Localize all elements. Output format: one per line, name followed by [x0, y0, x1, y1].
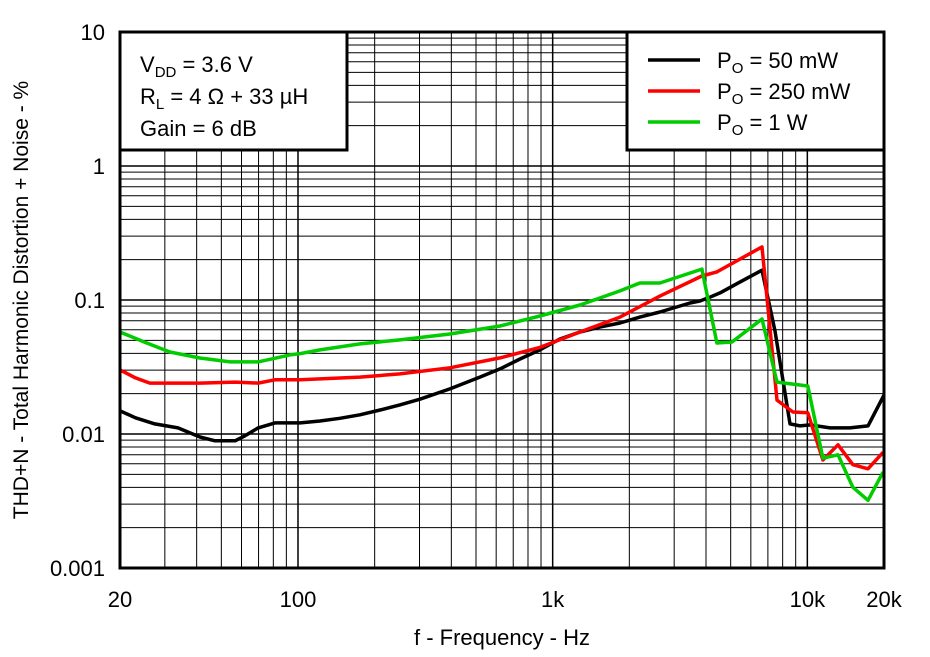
series-line-1	[119, 245, 885, 471]
y-tick-label: 0.01	[62, 422, 105, 447]
y-tick-label: 1	[93, 154, 105, 179]
y-tick-labels: 10 1 0.1 0.01 0.001	[50, 20, 105, 581]
y-tick-label: 0.1	[74, 288, 105, 313]
y-tick-label: 10	[81, 20, 105, 45]
legend-label: PO = 1 W	[717, 110, 808, 139]
plot-frame	[118, 30, 886, 570]
x-tick-label: 20k	[866, 587, 902, 612]
x-tick-label: 1k	[541, 587, 565, 612]
series-curves	[119, 245, 886, 503]
legend-label: PO = 50 mW	[717, 48, 838, 77]
condition-text: Gain = 6 dB	[140, 116, 257, 141]
conditions-box: VDD = 3.6 V RL = 4 Ω + 33 µH Gain = 6 dB	[118, 30, 349, 152]
x-tick-labels: 20 100 1k 10k 20k	[108, 587, 903, 612]
x-axis-label: f - Frequency - Hz	[414, 625, 590, 650]
x-tick-label: 10k	[790, 587, 826, 612]
x-tick-label: 100	[280, 587, 317, 612]
y-tick-label: 0.001	[50, 556, 105, 581]
y-axis-label: THD+N - Total Harmonic Distortion + Nois…	[10, 81, 33, 519]
legend-label: PO = 250 mW	[717, 79, 851, 108]
condition-text: VDD = 3.6 V	[140, 52, 253, 81]
conditions-box-frame	[118, 30, 349, 152]
series-line-0	[119, 268, 886, 443]
x-tick-label: 20	[108, 587, 132, 612]
series-line-2	[119, 267, 885, 503]
condition-text: RL = 4 Ω + 33 µH	[140, 84, 308, 113]
